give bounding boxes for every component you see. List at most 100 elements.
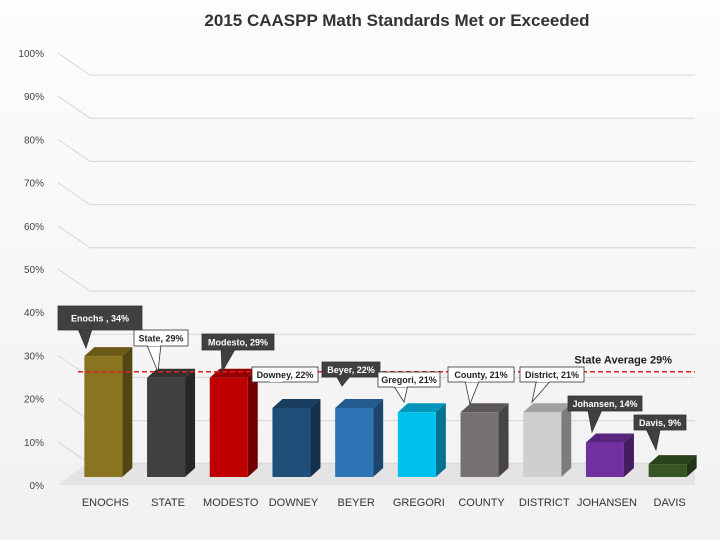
x-tick-label: GREGORI bbox=[393, 497, 445, 509]
data-label-callout: Enochs , 34% bbox=[57, 305, 143, 350]
bar-top bbox=[460, 403, 509, 413]
data-label: County, 21% bbox=[454, 370, 507, 380]
bar-beyer bbox=[335, 398, 384, 477]
y-tick-label: 60% bbox=[24, 222, 44, 233]
bar-side bbox=[122, 347, 133, 477]
bar-johansen bbox=[585, 433, 634, 477]
data-label-callout: State, 29% bbox=[133, 329, 189, 373]
callout-seam bbox=[270, 380, 283, 382]
callout-pointer bbox=[77, 328, 93, 350]
bar-side bbox=[435, 403, 446, 477]
data-label-callout: Beyer, 22% bbox=[321, 361, 381, 387]
data-label: Downey, 22% bbox=[257, 370, 314, 380]
callout-box bbox=[567, 395, 643, 412]
callout-box bbox=[133, 329, 189, 347]
x-tick-label: MODESTO bbox=[203, 497, 259, 509]
callout-seam bbox=[337, 375, 350, 377]
data-label: District, 21% bbox=[525, 370, 579, 380]
state-average-label: State Average 29% bbox=[574, 355, 672, 367]
data-label: Beyer, 22% bbox=[327, 365, 375, 375]
callout-box bbox=[377, 371, 441, 388]
data-label: Johansen, 14% bbox=[572, 399, 637, 409]
callout-seam bbox=[588, 409, 601, 411]
callout-box bbox=[519, 366, 585, 383]
y-tick-label: 100% bbox=[18, 49, 44, 60]
bar-side bbox=[623, 433, 634, 477]
data-label: Gregori, 21% bbox=[381, 375, 437, 385]
data-label-callout: District, 21% bbox=[519, 366, 585, 404]
gridline bbox=[57, 95, 695, 119]
bar-front bbox=[523, 412, 562, 477]
callout-seam bbox=[537, 380, 550, 382]
x-tick-label: DAVIS bbox=[654, 497, 686, 509]
bar-front bbox=[335, 407, 374, 477]
x-tick-label: ENOCHS bbox=[82, 497, 129, 509]
y-tick-label: 10% bbox=[24, 438, 44, 449]
callout-pointer bbox=[392, 385, 409, 404]
y-tick-label: 0% bbox=[30, 481, 45, 492]
bar-modesto bbox=[209, 368, 258, 477]
bar-front bbox=[585, 442, 624, 477]
x-tick-label: JOHANSEN bbox=[577, 497, 637, 509]
chart-title: 2015 CAASPP Math Standards Met or Exceed… bbox=[204, 11, 589, 30]
bar-front bbox=[84, 356, 123, 477]
bar-state bbox=[147, 368, 196, 477]
data-label-callout: Gregori, 21% bbox=[377, 371, 441, 404]
bar-side bbox=[185, 368, 196, 477]
callout-pointer bbox=[146, 344, 162, 373]
y-tick-label: 50% bbox=[24, 265, 44, 276]
bar-davis bbox=[648, 455, 697, 477]
bars bbox=[84, 347, 697, 477]
bar-top bbox=[84, 347, 133, 357]
callout-box bbox=[201, 333, 275, 351]
bar-downey bbox=[272, 398, 321, 477]
bar-top bbox=[272, 398, 321, 408]
y-tick-label: 80% bbox=[24, 135, 44, 146]
x-tick-label: STATE bbox=[151, 497, 185, 509]
data-label-callout: Davis, 9% bbox=[633, 414, 687, 452]
callout-seam bbox=[79, 328, 91, 330]
callout-seam bbox=[394, 385, 407, 387]
data-label-callout: Modesto, 29% bbox=[201, 333, 275, 374]
bar-front bbox=[648, 464, 687, 477]
bar-side bbox=[310, 398, 321, 477]
bar-side bbox=[373, 398, 384, 477]
callout-seam bbox=[222, 348, 235, 350]
bar-top bbox=[648, 455, 697, 465]
data-label: State, 29% bbox=[138, 334, 183, 344]
bar-top bbox=[585, 433, 634, 443]
bar-gregori bbox=[397, 403, 446, 477]
x-tick-label: DISTRICT bbox=[519, 497, 570, 509]
x-axis: ENOCHS STATE MODESTO DOWNEY BEYER GREGORI COUN… bbox=[82, 497, 686, 509]
callout-seam bbox=[466, 380, 479, 382]
data-label: Davis, 9% bbox=[639, 418, 681, 428]
callout-pointer bbox=[645, 428, 661, 452]
gridline bbox=[57, 52, 695, 76]
bar-top bbox=[335, 398, 384, 408]
data-label-callout: Johansen, 14% bbox=[567, 395, 643, 434]
data-labels: Enochs , 34% State, 29% Modesto, 29% Downey… bbox=[57, 305, 687, 452]
callout-box bbox=[321, 361, 381, 378]
callout-seam bbox=[647, 428, 660, 430]
data-label-callout: County, 21% bbox=[447, 366, 515, 406]
bar-enochs bbox=[84, 347, 133, 477]
callout-box bbox=[447, 366, 515, 383]
gridline bbox=[57, 268, 695, 292]
x-tick-label: BEYER bbox=[338, 497, 375, 509]
y-tick-label: 20% bbox=[24, 395, 44, 406]
gridline bbox=[57, 138, 695, 162]
callout-box bbox=[57, 305, 143, 331]
bar-front bbox=[147, 377, 186, 477]
y-tick-label: 30% bbox=[24, 351, 44, 362]
x-tick-label: DOWNEY bbox=[269, 497, 319, 509]
callout-box bbox=[251, 366, 319, 383]
bar-county bbox=[460, 403, 509, 477]
callout-pointer bbox=[335, 375, 352, 387]
y-tick-label: 70% bbox=[24, 179, 44, 190]
y-tick-label: 90% bbox=[24, 92, 44, 103]
callout-pointer bbox=[464, 380, 480, 406]
y-axis: 0% 10% 20% 30% 40% 50% 60% 70% 80% 90% 100% bbox=[18, 49, 44, 492]
gridline bbox=[57, 225, 695, 249]
